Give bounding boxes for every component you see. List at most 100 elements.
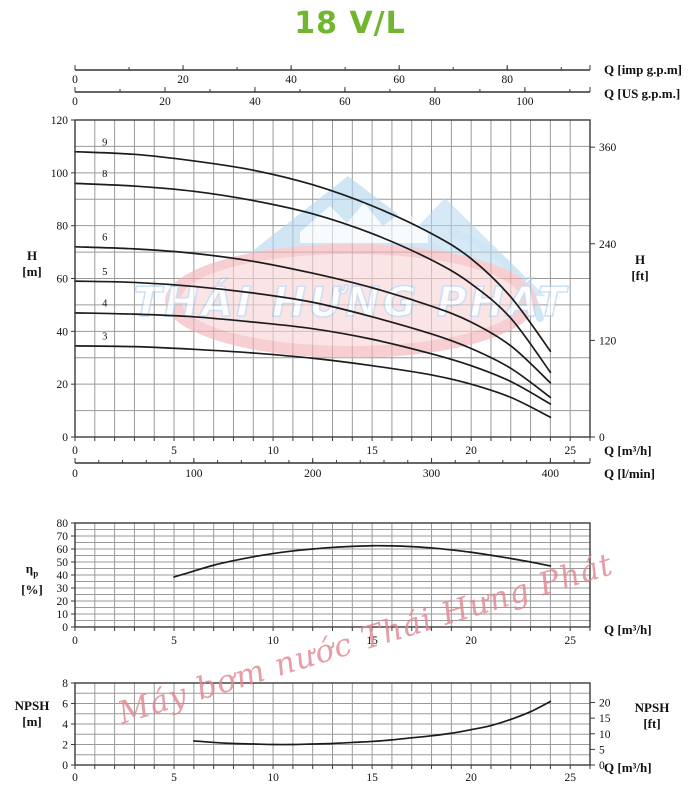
curve-label-3: 3 bbox=[102, 332, 107, 343]
label-npsh-m: NPSH [m] bbox=[14, 698, 50, 729]
tick-label: 40 bbox=[285, 74, 297, 86]
tick-label: 10 bbox=[267, 772, 279, 784]
label-head-m: H [m] bbox=[22, 248, 42, 279]
tick-label: 5 bbox=[599, 744, 605, 756]
script-watermark-text: Máy bơm nước Thái Hưng Phát bbox=[113, 547, 617, 732]
tick-label: 400 bbox=[542, 468, 560, 480]
tick-label: 100 bbox=[51, 168, 69, 180]
label-q-m3h-eff: Q [m³/h] bbox=[604, 622, 652, 637]
tick-label: 100 bbox=[516, 96, 534, 108]
tick-label: 10 bbox=[599, 729, 611, 741]
tick-label: 20 bbox=[599, 698, 611, 710]
tick-label: 6 bbox=[62, 699, 68, 711]
tick-label: 80 bbox=[429, 96, 441, 108]
tick-label: 30 bbox=[57, 583, 69, 595]
logo-watermark-text: THÁI HƯNG PHÁT bbox=[133, 278, 569, 326]
tick-label: 60 bbox=[339, 96, 351, 108]
tick-label: 80 bbox=[57, 221, 69, 233]
tick-label: 60 bbox=[57, 274, 69, 286]
tick-label: 40 bbox=[57, 326, 69, 338]
pump-curve-4 bbox=[74, 311, 552, 405]
pump-curve-6 bbox=[74, 245, 552, 384]
tick-label: 5 bbox=[171, 635, 177, 647]
tick-label: 20 bbox=[465, 772, 477, 784]
tick-label: 80 bbox=[501, 74, 513, 86]
tick-label: 300 bbox=[423, 468, 441, 480]
tick-label: 200 bbox=[304, 468, 322, 480]
label-efficiency: ηp [%] bbox=[21, 561, 43, 597]
label-q-us-gpm: Q [US g.p.m.] bbox=[604, 86, 681, 101]
efficiency-curve bbox=[173, 544, 552, 578]
tick-label: 0 bbox=[72, 468, 78, 480]
tick-label: 15 bbox=[366, 772, 378, 784]
pump-curve-8 bbox=[74, 182, 552, 374]
pump-curve-9 bbox=[74, 150, 552, 352]
main-chart-curves: 9 8 6 5 4 3 bbox=[74, 137, 552, 419]
label-q-m3h-npsh: Q [m³/h] bbox=[604, 760, 652, 775]
tick-label: 25 bbox=[564, 635, 576, 647]
tick-label: 2 bbox=[62, 740, 68, 752]
tick-label: 20 bbox=[177, 74, 189, 86]
curve-label-8: 8 bbox=[102, 169, 107, 180]
tick-label: 25 bbox=[564, 772, 576, 784]
tick-label: 0 bbox=[72, 96, 78, 108]
tick-label: 0 bbox=[599, 760, 605, 772]
tick-label: 10 bbox=[267, 635, 279, 647]
label-head-ft: H [ft] bbox=[631, 252, 649, 283]
tick-label: 20 bbox=[465, 635, 477, 647]
main-chart: THÁI HƯNG PHÁT 9 8 6 5 4 3 0 20 40 60 80 100 120 0 120 2… bbox=[51, 115, 617, 457]
tick-label: 0 bbox=[72, 445, 78, 457]
tick-label: 20 bbox=[465, 445, 477, 457]
tick-label: 50 bbox=[57, 557, 69, 569]
tick-label: 0 bbox=[72, 635, 78, 647]
npsh-curve bbox=[193, 700, 552, 746]
npsh-chart: 0 2 4 6 8 0 5 10 15 20 0 5 10 15 20 25 bbox=[62, 678, 611, 784]
tick-label: 4 bbox=[62, 719, 68, 731]
tick-label: 0 bbox=[62, 760, 68, 772]
tick-label: 10 bbox=[57, 609, 69, 621]
snow-icon bbox=[300, 203, 428, 243]
tick-label: 5 bbox=[171, 445, 177, 457]
curve-label-4: 4 bbox=[102, 299, 108, 310]
tick-label: 15 bbox=[599, 713, 611, 725]
tick-label: 15 bbox=[366, 445, 378, 457]
tick-label: 240 bbox=[599, 239, 617, 251]
tick-label: 60 bbox=[393, 74, 405, 86]
tick-label: 20 bbox=[57, 596, 69, 608]
label-npsh-ft: NPSH [ft] bbox=[634, 700, 670, 731]
tick-label: 10 bbox=[267, 445, 279, 457]
tick-label: 120 bbox=[599, 335, 617, 347]
tick-label: 8 bbox=[62, 678, 68, 690]
top-axis-0: 0 20 40 60 80 bbox=[72, 65, 591, 86]
tick-label: 15 bbox=[366, 635, 378, 647]
tick-label: 80 bbox=[57, 518, 69, 530]
curve-label-9: 9 bbox=[102, 137, 107, 148]
label-q-lmin: Q [l/min] bbox=[604, 466, 655, 481]
tick-label: 0 bbox=[72, 74, 78, 86]
tick-label: 0 bbox=[599, 432, 605, 444]
curve-label-6: 6 bbox=[102, 233, 107, 244]
label-q-imp-gpm: Q [imp g.p.m] bbox=[604, 62, 682, 77]
tick-label: 360 bbox=[599, 142, 617, 154]
pump-curve-3 bbox=[74, 345, 552, 419]
label-q-m3h-main: Q [m³/h] bbox=[604, 443, 652, 458]
lmin-axis: 0 100 200 300 400 bbox=[72, 458, 591, 480]
tick-label: 20 bbox=[159, 96, 171, 108]
tick-label: 0 bbox=[62, 622, 68, 634]
top-axis-1: 0 20 40 60 80 100 bbox=[72, 87, 591, 108]
tick-label: 120 bbox=[51, 115, 69, 127]
logo-watermark: THÁI HƯNG PHÁT bbox=[132, 176, 569, 358]
tick-label: 40 bbox=[249, 96, 261, 108]
pump-curve-5 bbox=[74, 280, 552, 399]
tick-label: 0 bbox=[72, 772, 78, 784]
tick-label: 60 bbox=[57, 544, 69, 556]
curve-label-5: 5 bbox=[102, 267, 107, 278]
tick-label: 70 bbox=[57, 531, 69, 543]
tick-label: 20 bbox=[57, 379, 69, 391]
tick-label: 5 bbox=[171, 772, 177, 784]
tick-label: 100 bbox=[185, 468, 203, 480]
tick-label: 40 bbox=[57, 570, 69, 582]
